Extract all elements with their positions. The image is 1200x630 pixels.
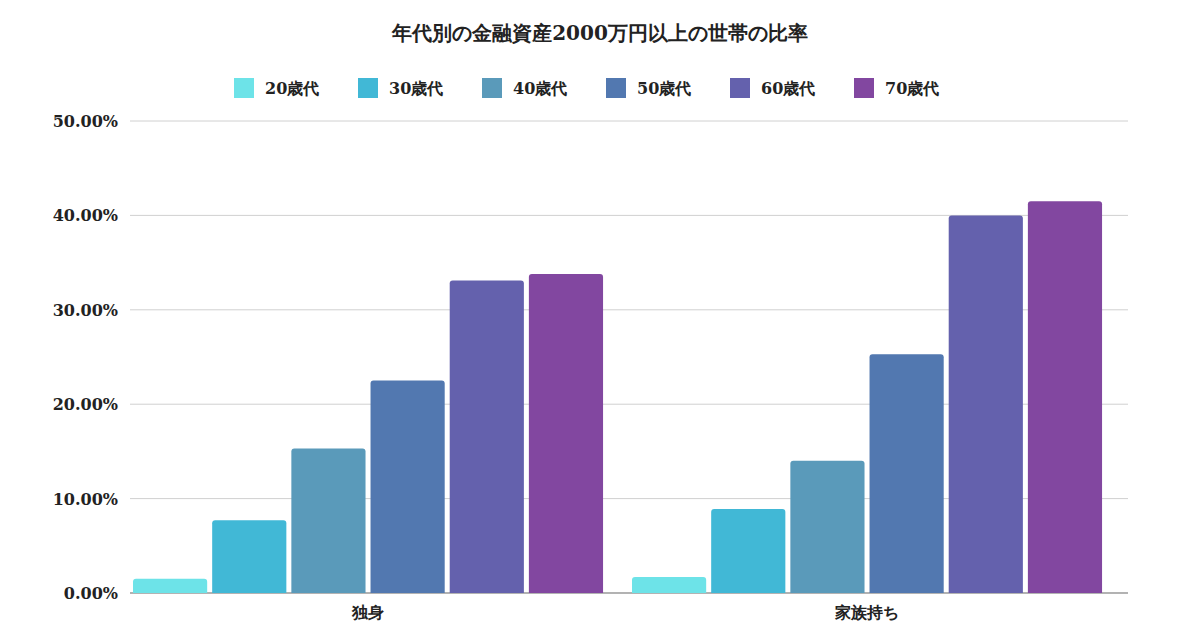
legend-label: 30歳代 <box>389 79 443 98</box>
bar <box>632 577 706 593</box>
y-tick-label: 40.00% <box>53 206 118 225</box>
y-tick-label: 20.00% <box>53 395 118 414</box>
bar <box>371 381 445 593</box>
y-tick-label: 50.00% <box>53 112 118 131</box>
legend-label: 50歳代 <box>637 79 691 98</box>
legend-swatch <box>358 78 378 98</box>
grid-line <box>130 121 1128 122</box>
bar <box>711 509 785 593</box>
x-tick-label: 家族持ち <box>834 603 899 622</box>
bar <box>949 215 1023 593</box>
bar <box>790 461 864 593</box>
legend-label: 20歳代 <box>265 79 319 98</box>
bar <box>529 274 603 593</box>
bar <box>1028 201 1102 593</box>
chart-title: 年代別の金融資産2000万円以上の世帯の比率 <box>391 21 808 45</box>
legend-swatch <box>730 78 750 98</box>
x-tick-label: 独身 <box>351 603 384 622</box>
legend-label: 40歳代 <box>513 79 567 98</box>
legend-swatch <box>606 78 626 98</box>
bars <box>133 201 1102 593</box>
bar <box>450 281 524 593</box>
legend-swatch <box>234 78 254 98</box>
legend-swatch <box>482 78 502 98</box>
y-tick-label: 30.00% <box>53 301 118 320</box>
y-tick-label: 10.00% <box>53 490 118 509</box>
bar <box>133 579 207 593</box>
bar <box>870 354 944 593</box>
bar <box>212 520 286 593</box>
legend-label: 70歳代 <box>885 79 939 98</box>
y-tick-label: 0.00% <box>64 584 118 603</box>
legend-swatch <box>854 78 874 98</box>
bar <box>291 449 365 593</box>
legend-label: 60歳代 <box>761 79 815 98</box>
